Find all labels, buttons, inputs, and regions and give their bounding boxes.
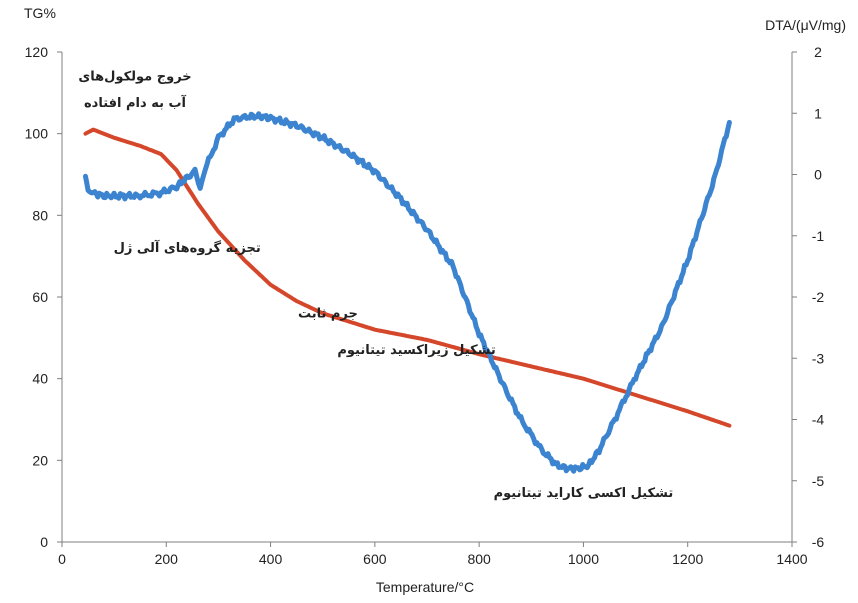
x-tick-label: 1200: [672, 551, 703, 567]
left-y-tick-label: 20: [32, 452, 48, 468]
tg-series-line: [83, 127, 732, 428]
x-axis-title: Temperature/°C: [376, 579, 474, 595]
annotation-label: جرم ثابت: [298, 306, 358, 321]
annotation-label: خروج مولکول‌های: [78, 70, 191, 85]
right-y-tick-label: -2: [812, 289, 825, 305]
annotation-label: تشکیل اکسی کاراید تیتانیوم: [494, 486, 674, 501]
x-tick-label: 1400: [776, 551, 807, 567]
right-y-tick-label: -6: [812, 534, 825, 550]
annotations-layer: خروج مولکول‌های آب به دام افتاده تجزیه گرو…: [78, 70, 673, 502]
x-tick-label: 400: [259, 551, 283, 567]
dta-series-line: [83, 111, 732, 474]
left-y-tick-label: 40: [32, 371, 48, 387]
series-layer: [83, 111, 732, 474]
left-y-tick-label: 120: [25, 44, 49, 60]
annotation-label: آب به دام افتاده: [84, 94, 187, 111]
x-tick-label: 200: [155, 551, 179, 567]
right-y-tick-label: -4: [812, 412, 825, 428]
plot-frame: [61, 52, 793, 543]
right-axis-title: DTA/(μV/mg): [765, 17, 846, 33]
x-tick-label: 0: [58, 551, 66, 567]
left-y-tick-label: 100: [25, 126, 49, 142]
left-y-tick-label: 0: [40, 534, 48, 550]
right-y-tick-label: 1: [814, 105, 822, 121]
x-tick-label: 600: [363, 551, 387, 567]
x-tick-label: 1000: [568, 551, 599, 567]
left-y-tick-label: 60: [32, 289, 48, 305]
x-tick-label: 800: [467, 551, 491, 567]
left-y-tick-label: 80: [32, 207, 48, 223]
right-y-tick-label: 2: [814, 44, 822, 60]
ticks-layer: 0 200 400 600 800 1000 1200 1400020406080100120…: [25, 44, 825, 567]
right-y-tick-label: -1: [812, 228, 825, 244]
annotation-label: تشکیل زیراکسید تیتانیوم: [337, 343, 495, 358]
right-y-tick-label: 0: [814, 167, 822, 183]
annotation-label: تجزیه گروه‌های آلی ژل: [114, 239, 261, 256]
left-axis-title: TG%: [24, 5, 56, 21]
right-y-tick-label: -3: [812, 350, 825, 366]
right-y-tick-label: -5: [812, 473, 825, 489]
